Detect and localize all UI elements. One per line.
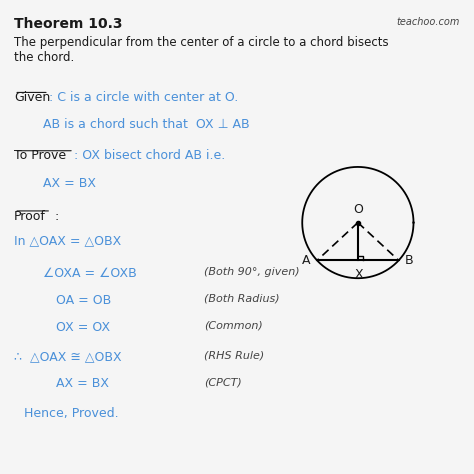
Text: The perpendicular from the center of a circle to a chord bisects: The perpendicular from the center of a c… <box>14 36 389 48</box>
Text: : OX bisect chord AB i.e.: : OX bisect chord AB i.e. <box>74 149 225 162</box>
Text: Hence, Proved.: Hence, Proved. <box>24 407 119 419</box>
Text: Theorem 10.3: Theorem 10.3 <box>14 17 123 31</box>
Text: (RHS Rule): (RHS Rule) <box>204 350 264 360</box>
Text: To Prove: To Prove <box>14 149 66 162</box>
Text: (Both 90°, given): (Both 90°, given) <box>204 267 300 277</box>
Text: the chord.: the chord. <box>14 51 74 64</box>
Text: AX = BX: AX = BX <box>56 377 109 390</box>
Text: : C is a circle with center at O.: : C is a circle with center at O. <box>49 91 238 104</box>
Text: :: : <box>51 210 59 222</box>
Text: (Common): (Common) <box>204 321 263 331</box>
Text: OA = OB: OA = OB <box>56 294 111 307</box>
Text: O: O <box>353 203 363 217</box>
Text: B: B <box>405 254 413 267</box>
Text: (Both Radius): (Both Radius) <box>204 294 280 304</box>
Text: AB is a chord such that  OX ⊥ AB: AB is a chord such that OX ⊥ AB <box>43 118 249 131</box>
Text: (CPCT): (CPCT) <box>204 377 242 387</box>
Text: A: A <box>302 254 311 267</box>
Text: Given: Given <box>14 91 50 104</box>
Text: Proof: Proof <box>14 210 46 222</box>
Text: In △OAX = △OBX: In △OAX = △OBX <box>14 235 121 247</box>
Text: teachoo.com: teachoo.com <box>396 17 460 27</box>
Text: ∠OXA = ∠OXB: ∠OXA = ∠OXB <box>43 267 137 280</box>
Text: OX = OX: OX = OX <box>56 321 110 334</box>
Text: AX = BX: AX = BX <box>43 177 96 190</box>
Text: ∴  △OAX ≅ △OBX: ∴ △OAX ≅ △OBX <box>14 350 122 363</box>
Text: X: X <box>355 268 364 281</box>
